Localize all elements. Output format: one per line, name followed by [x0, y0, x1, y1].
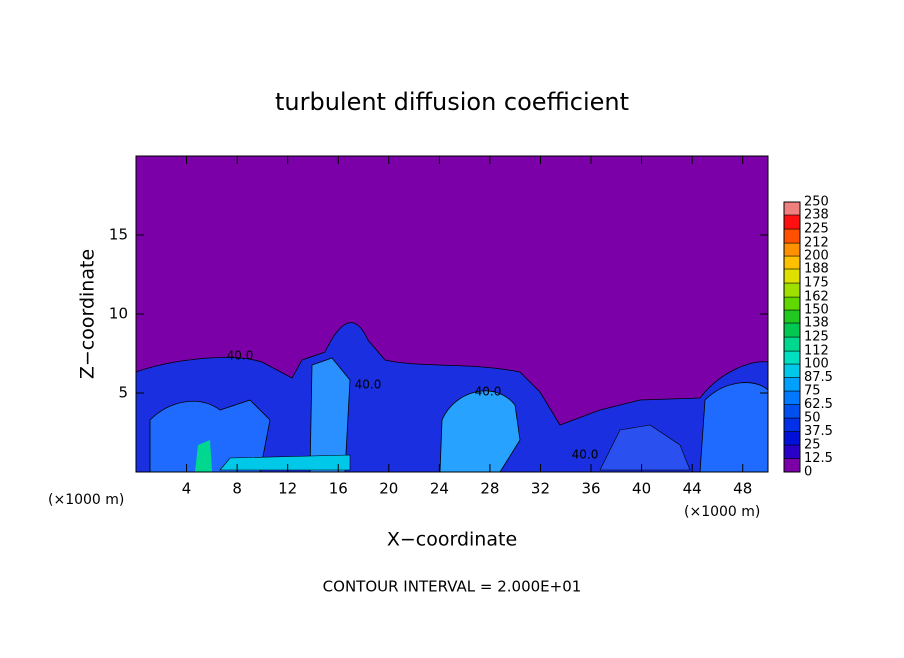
x-tick-label: 8	[232, 480, 242, 498]
x-tick-label: 12	[278, 480, 297, 498]
colorbar-band	[783, 296, 801, 311]
x-tick-label: 16	[329, 480, 348, 498]
colorbar-band	[783, 458, 801, 473]
x-tick-label: 44	[683, 480, 702, 498]
colorbar-band	[783, 363, 801, 378]
colorbar-band	[783, 431, 801, 446]
colorbar-band	[783, 214, 801, 230]
field-region	[219, 454, 351, 471]
footer: CONTOUR INTERVAL = 2.000E+01	[323, 578, 582, 596]
colorbar-label: 25	[804, 438, 821, 453]
colorbar-label: 238	[804, 207, 829, 222]
field-region	[439, 390, 521, 473]
colorbar-band	[783, 377, 801, 392]
colorbar-label: 0	[804, 465, 812, 480]
x-tick-label: 24	[430, 480, 449, 498]
y-tick-label: 10	[109, 305, 128, 323]
colorbar-label: 125	[804, 330, 829, 345]
y-tick-label: 5	[118, 384, 128, 402]
colorbar-band	[783, 444, 801, 459]
colorbar-band	[783, 255, 801, 270]
field-region	[135, 322, 769, 473]
colorbar-label: 138	[804, 315, 829, 330]
contour-label: 40.0	[572, 448, 599, 462]
contour-label: 40.0	[475, 385, 502, 399]
colorbar-label: 12.5	[804, 451, 833, 466]
colorbar-label: 188	[804, 261, 829, 276]
x-tick-label: 48	[733, 480, 752, 498]
colorbar-label: 37.5	[804, 424, 833, 439]
colorbar-band	[783, 336, 801, 352]
colorbar-band	[783, 322, 801, 338]
colorbar-label: 200	[804, 249, 829, 264]
colorbar-band	[783, 404, 801, 419]
x-unit-label: (×1000 m)	[684, 504, 760, 520]
colorbar-band	[783, 417, 801, 432]
chart-title: turbulent diffusion coefficient	[275, 88, 629, 116]
field	[135, 156, 769, 473]
colorbar-label: 162	[804, 290, 829, 305]
x-tick-label: 28	[480, 480, 499, 498]
x-unit-label: (×1000 m)	[48, 492, 124, 508]
colorbar-label: 50	[804, 411, 821, 426]
contour-label: 40.0	[227, 349, 254, 363]
colorbar-label: 87.5	[804, 370, 833, 385]
y-tick-label: 15	[109, 226, 128, 244]
colorbar-band	[783, 242, 801, 257]
field-region	[149, 399, 271, 473]
colorbar-label: 250	[804, 195, 829, 210]
colorbar-label: 100	[804, 357, 829, 372]
colorbar-label: 62.5	[804, 397, 833, 412]
x-tick-label: 36	[581, 480, 600, 498]
colorbar-label: 75	[804, 384, 821, 399]
x-tick-label: 40	[632, 480, 651, 498]
colorbar-label: 112	[804, 344, 829, 359]
colorbar-frame	[783, 201, 801, 473]
field-region	[599, 424, 691, 471]
y-axis-label: Z−coordinate	[77, 249, 99, 379]
colorbar-band	[783, 201, 801, 216]
x-axis-label: X−coordinate	[387, 529, 517, 551]
field-region	[195, 440, 212, 472]
colorbar-band	[783, 282, 801, 298]
colorbar-label: 212	[804, 236, 829, 251]
colorbar-band	[783, 309, 801, 324]
field-region	[699, 382, 769, 473]
colorbar-label: 175	[804, 276, 829, 291]
x-tick-label: 4	[182, 480, 192, 498]
colorbar-band	[783, 390, 801, 405]
colorbar-label: 225	[804, 222, 829, 237]
colorbar-band	[783, 268, 801, 284]
x-tick-label: 20	[379, 480, 398, 498]
colorbar-label: 150	[804, 303, 829, 318]
contour-label: 40.0	[355, 378, 382, 392]
x-tick-label: 32	[531, 480, 550, 498]
colorbar-band	[783, 228, 801, 244]
colorbar-band	[783, 350, 801, 365]
